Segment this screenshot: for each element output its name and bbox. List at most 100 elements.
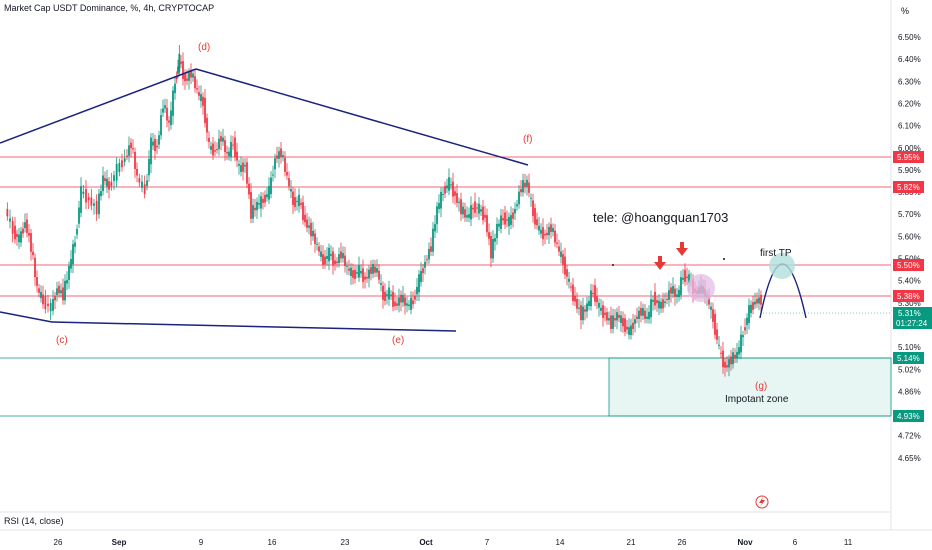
candle-body xyxy=(324,256,326,265)
candle-body xyxy=(148,159,150,176)
candle-body xyxy=(576,298,578,309)
lower-left-trendline[interactable] xyxy=(0,311,53,323)
candle-body xyxy=(616,312,618,321)
candle-body xyxy=(328,247,330,262)
candle-body xyxy=(166,107,168,121)
candle-body xyxy=(628,327,630,335)
candle-body xyxy=(224,140,226,153)
candle-body xyxy=(360,271,362,274)
candle-body xyxy=(676,294,678,297)
upper-left-trendline[interactable] xyxy=(0,68,197,144)
candle-body xyxy=(398,297,400,306)
lower-support-trendline[interactable] xyxy=(51,321,457,332)
candle-body xyxy=(266,194,268,198)
candle-body xyxy=(11,221,14,234)
candle-body xyxy=(430,246,432,252)
candle-body xyxy=(738,347,740,355)
candle-body xyxy=(60,290,62,294)
candle-body xyxy=(420,271,422,283)
candle-body xyxy=(740,334,742,353)
candle-body xyxy=(72,244,74,265)
candle-body xyxy=(230,141,232,157)
candle-body xyxy=(238,164,240,166)
candle-body xyxy=(744,327,746,331)
level-price-tag xyxy=(893,352,924,364)
candle-body xyxy=(252,205,254,219)
candle-body xyxy=(136,169,138,176)
price-tick-label: 5.40% xyxy=(898,277,921,286)
candle-body xyxy=(386,294,388,296)
candle-body xyxy=(248,183,250,195)
price-tick-label: 4.72% xyxy=(898,432,921,441)
candle-body xyxy=(16,233,18,237)
candle-body xyxy=(450,184,452,186)
candle-body xyxy=(44,296,47,310)
candle-body xyxy=(222,137,224,142)
candle-body xyxy=(614,318,616,321)
candle-body xyxy=(332,251,334,266)
candle-body xyxy=(52,298,54,311)
candle-body xyxy=(530,197,532,199)
level-price-tag-label: 5.14% xyxy=(897,354,920,363)
candle-body xyxy=(272,174,274,176)
time-tick-label: 14 xyxy=(556,538,565,547)
time-tick-label: 6 xyxy=(793,538,798,547)
candle-body xyxy=(344,255,346,267)
candle-body xyxy=(464,209,466,218)
candle-body xyxy=(274,158,276,170)
candle-body xyxy=(688,274,690,284)
candle-body xyxy=(288,178,290,187)
candle-body xyxy=(177,66,179,74)
candle-body xyxy=(66,279,68,284)
level-price-tag-label: 5.82% xyxy=(897,183,920,192)
price-tick-label: 5.70% xyxy=(898,210,921,219)
candle-body xyxy=(210,146,212,150)
countdown-label: 01:27:24 xyxy=(896,319,928,328)
candle-body xyxy=(622,318,624,327)
candle-body xyxy=(306,219,308,228)
time-tick-label: 16 xyxy=(268,538,277,547)
candle-body xyxy=(488,232,490,239)
important-zone-box[interactable] xyxy=(608,357,892,417)
time-tick-label: 23 xyxy=(341,538,350,547)
candle-body xyxy=(160,115,162,136)
candle-body xyxy=(302,202,304,221)
candle-body xyxy=(732,352,734,365)
first-tp-circle[interactable] xyxy=(769,253,795,279)
rsi-label: RSI (14, close) xyxy=(4,516,64,526)
candle-body xyxy=(6,208,9,217)
level-price-tag-label: 4.93% xyxy=(897,412,920,421)
candle-body xyxy=(504,212,506,225)
upper-right-trendline[interactable] xyxy=(195,68,529,166)
candle-body xyxy=(76,228,78,235)
candle-body xyxy=(564,256,566,275)
candle-body xyxy=(418,274,420,293)
candle-body xyxy=(442,193,444,195)
candle-body xyxy=(498,223,500,227)
candle-body xyxy=(404,297,406,306)
candle-body xyxy=(536,219,538,226)
lightning-icon[interactable] xyxy=(755,495,769,509)
candle-body xyxy=(93,203,95,206)
candle-body xyxy=(546,232,548,236)
candle-body xyxy=(382,285,384,300)
candle-body xyxy=(322,254,324,265)
candle-body xyxy=(336,261,338,264)
candle-body xyxy=(528,182,530,193)
candle-body xyxy=(80,186,82,213)
candle-body xyxy=(716,329,718,340)
candle-body xyxy=(364,276,366,280)
candle-body xyxy=(90,197,93,206)
wave-label-g: (g) xyxy=(755,381,767,392)
time-tick-label: 26 xyxy=(678,538,687,547)
level-price-tag-label: 5.95% xyxy=(897,153,920,162)
candle-body xyxy=(58,285,60,294)
candle-body xyxy=(394,301,396,307)
level-price-tag xyxy=(893,290,924,302)
candle-body xyxy=(608,318,610,321)
candle-body xyxy=(300,202,302,205)
candle-body xyxy=(206,117,208,133)
candle-body xyxy=(524,182,526,187)
candle-body xyxy=(264,194,266,203)
